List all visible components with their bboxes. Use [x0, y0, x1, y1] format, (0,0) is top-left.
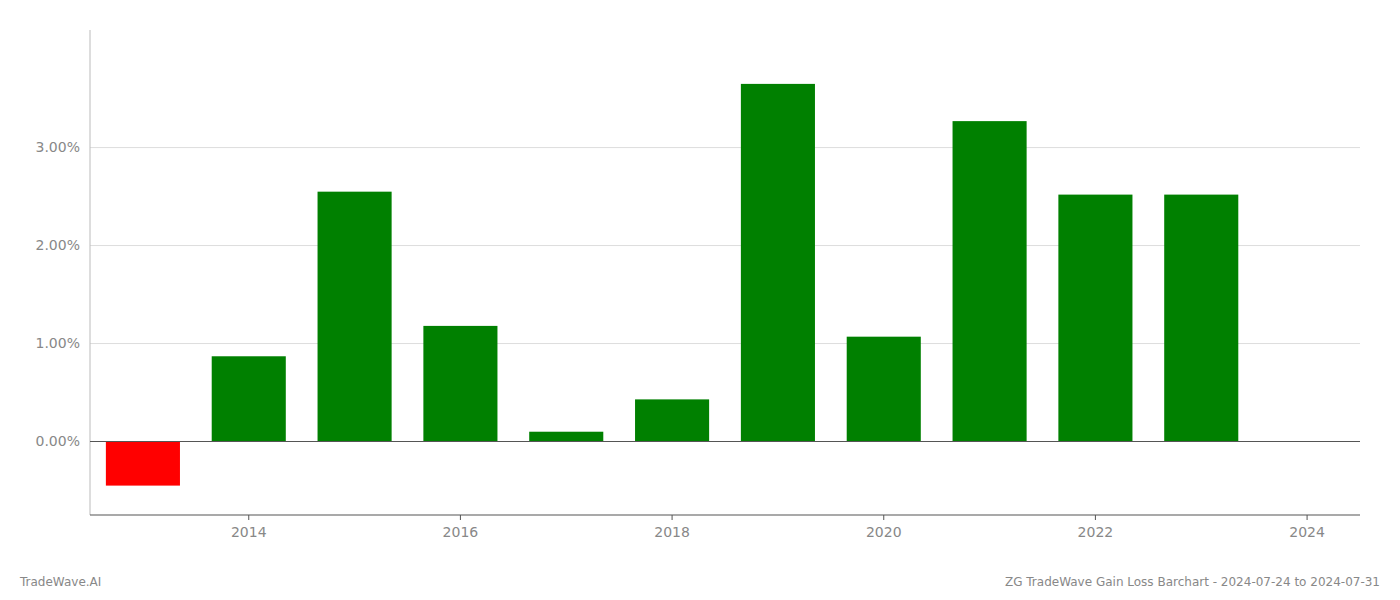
bar [1164, 195, 1238, 442]
x-tick [672, 515, 673, 520]
y-axis: 0.00% 1.00% 2.00% 3.00% [36, 30, 90, 515]
bars [106, 84, 1238, 486]
x-tick [883, 515, 884, 520]
bar [423, 326, 497, 442]
y-tick-label: 0.00% [36, 433, 80, 449]
y-tick-label: 3.00% [36, 139, 80, 155]
bar [212, 356, 286, 441]
x-tick-label: 2016 [443, 524, 479, 540]
y-tick-label: 1.00% [36, 335, 80, 351]
y-axis-line [90, 30, 91, 515]
x-tick [460, 515, 461, 520]
bar [318, 192, 392, 442]
footer: TradeWave.AI ZG TradeWave Gain Loss Barch… [19, 575, 1380, 589]
bar [847, 337, 921, 442]
x-tick [248, 515, 249, 520]
grid-line [90, 147, 1360, 148]
bar [953, 121, 1027, 441]
x-tick [1307, 515, 1308, 520]
x-tick-label: 2018 [654, 524, 690, 540]
bar [635, 399, 709, 441]
x-axis: 2014 2016 2018 2020 2022 2024 [90, 515, 1360, 540]
x-tick-label: 2022 [1078, 524, 1114, 540]
bar [1058, 195, 1132, 442]
bar [106, 442, 180, 486]
footer-text: TradeWave.AI [19, 575, 101, 589]
grid [90, 148, 1360, 442]
x-axis-line [90, 514, 1360, 515]
footer-text: ZG TradeWave Gain Loss Barchart - 2024-0… [1005, 575, 1380, 589]
x-tick-label: 2024 [1289, 524, 1325, 540]
x-tick-label: 2014 [231, 524, 267, 540]
bar [529, 432, 603, 442]
y-tick-label: 2.00% [36, 237, 80, 253]
zero-line [90, 441, 1360, 442]
chart-container: 0.00% 1.00% 2.00% 3.00% 2014 2016 2018 2020 2022… [0, 0, 1400, 600]
grid-line [90, 441, 1360, 442]
x-tick [1095, 515, 1096, 520]
chart-svg: 0.00% 1.00% 2.00% 3.00% 2014 2016 2018 2020 2022… [0, 0, 1400, 600]
bar [741, 84, 815, 442]
x-tick-label: 2020 [866, 524, 902, 540]
